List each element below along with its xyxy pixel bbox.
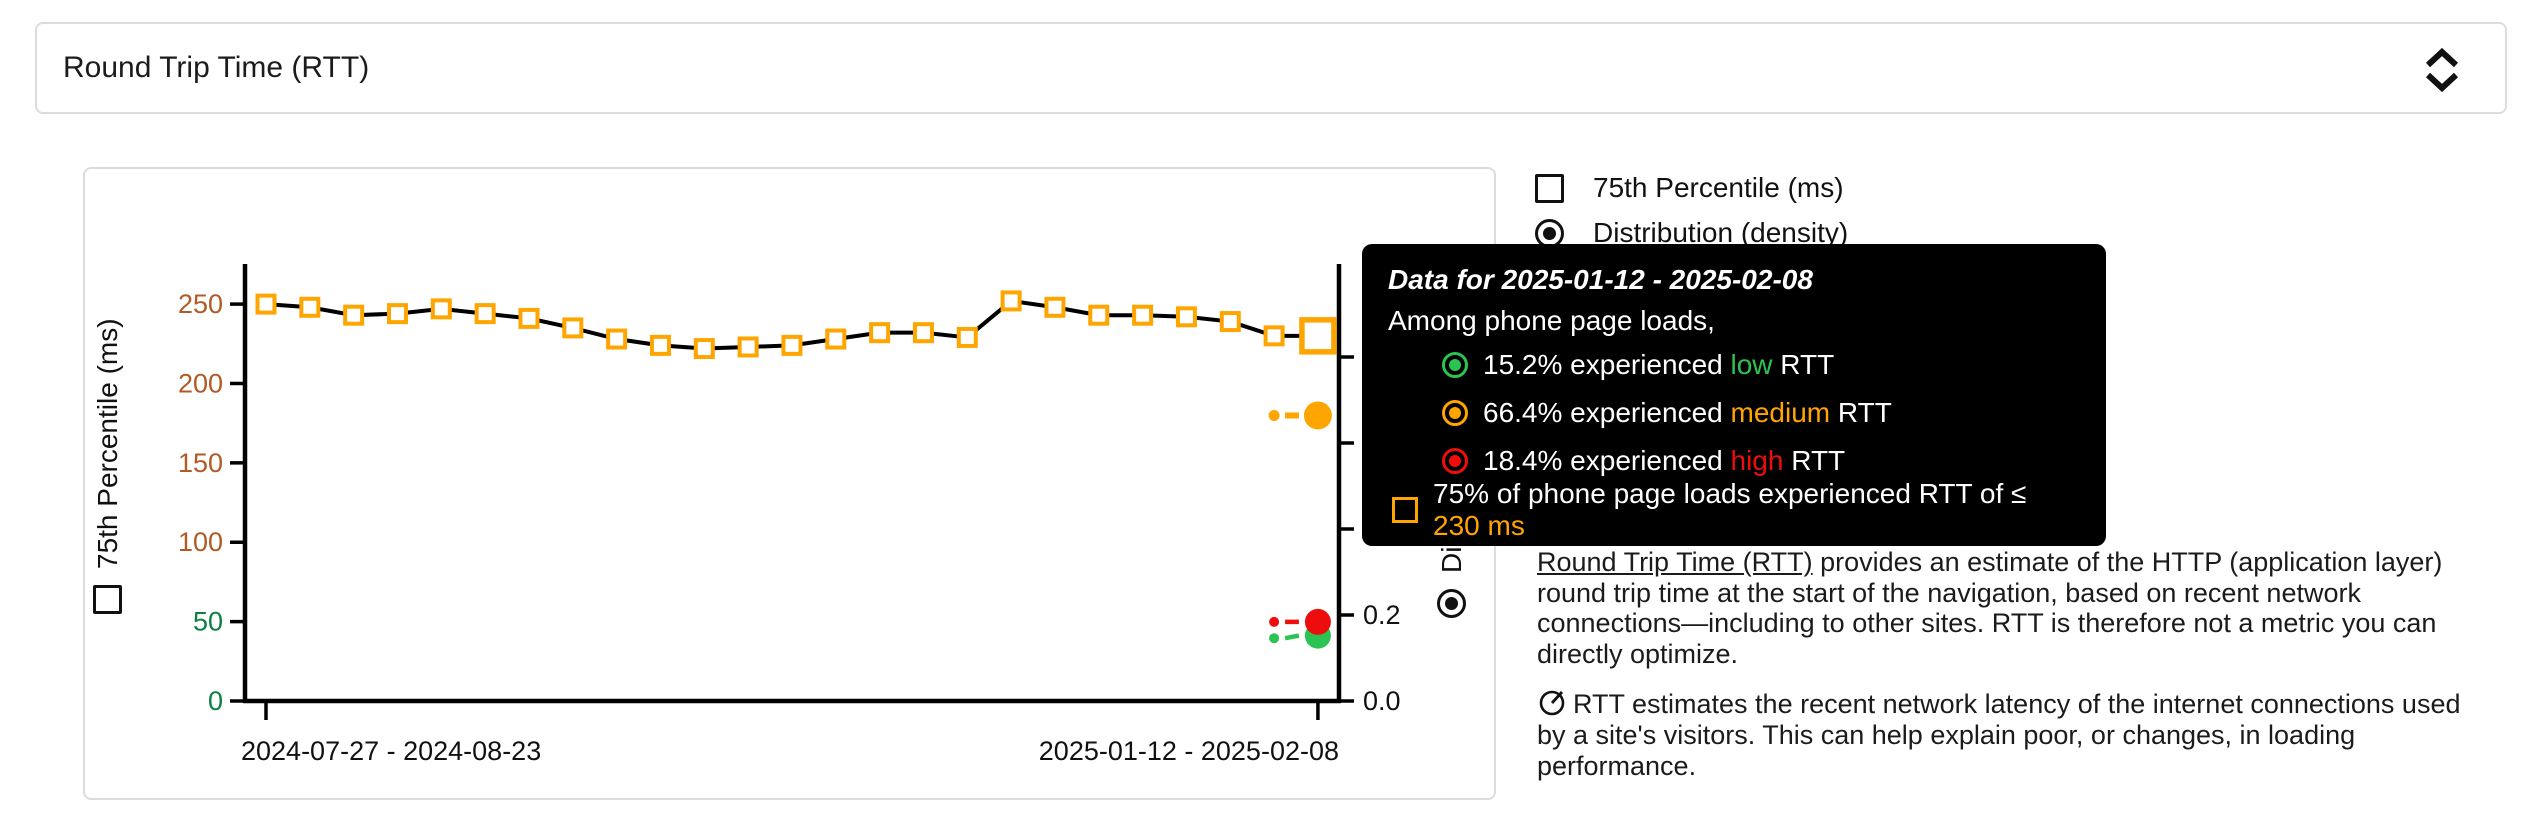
x-tick-label: 2024-07-27 - 2024-08-23 bbox=[241, 736, 541, 766]
data-point-marker[interactable] bbox=[1088, 304, 1110, 326]
y2-tick-label: 0.0 bbox=[1363, 686, 1401, 716]
y-tick-label: 100 bbox=[178, 527, 223, 557]
data-point-marker[interactable] bbox=[343, 304, 365, 326]
data-point-marker[interactable] bbox=[255, 293, 277, 315]
density-dot-high[interactable] bbox=[1304, 608, 1331, 635]
tooltip-title: Data for 2025-01-12 - 2025-02-08 bbox=[1388, 264, 1813, 295]
density-prev-dot-high bbox=[1269, 616, 1280, 627]
data-point-marker[interactable] bbox=[649, 334, 671, 356]
data-point-marker[interactable] bbox=[693, 338, 715, 360]
y-tick-label: 0 bbox=[208, 686, 223, 716]
data-point-marker[interactable] bbox=[956, 326, 978, 348]
metric-selector-value: Round Trip Time (RTT) bbox=[63, 51, 370, 84]
rtt-explanation: RTT estimates the recent network latency… bbox=[1537, 689, 2461, 781]
data-point-marker[interactable] bbox=[299, 296, 321, 318]
metric-description: Round Trip Time (RTT) provides an estima… bbox=[1537, 547, 2463, 799]
data-point-marker[interactable] bbox=[430, 298, 452, 320]
data-point-marker[interactable] bbox=[518, 307, 540, 329]
chart-legend: 75th Percentile (ms) Distribution (densi… bbox=[1535, 172, 1848, 249]
y-tick-label: 200 bbox=[178, 368, 223, 398]
medium-density-icon bbox=[1442, 400, 1468, 426]
y-tick-label: 150 bbox=[178, 448, 223, 478]
data-point-marker[interactable] bbox=[869, 322, 891, 344]
rtt-definition: Round Trip Time (RTT) provides an estima… bbox=[1537, 547, 2443, 669]
y-axis-label-left[interactable]: 75th Percentile (ms) bbox=[92, 318, 124, 614]
tooltip-row-high: 18.4% experienced high RTT bbox=[1442, 437, 2080, 485]
data-point-marker[interactable] bbox=[1132, 304, 1154, 326]
y-tick-label: 50 bbox=[193, 607, 223, 637]
tooltip-row-medium: 66.4% experienced medium RTT bbox=[1442, 389, 2080, 437]
chart-card: 0501001502002500.00.20.40.60.82024-07-27… bbox=[83, 167, 1496, 800]
data-point-marker[interactable] bbox=[1000, 290, 1022, 312]
data-point-marker[interactable] bbox=[737, 336, 759, 358]
checkbox-unchecked-icon[interactable] bbox=[93, 585, 123, 614]
data-point-marker[interactable] bbox=[1219, 311, 1241, 333]
data-point-marker[interactable] bbox=[1044, 296, 1066, 318]
y-tick-label: 250 bbox=[178, 289, 223, 319]
tooltip-row-low: 15.2% experienced low RTT bbox=[1442, 341, 2080, 389]
chart-tooltip: Data for 2025-01-12 - 2025-02-08 Among p… bbox=[1362, 244, 2106, 546]
y2-tick-label: 0.2 bbox=[1363, 600, 1401, 630]
data-point-marker[interactable] bbox=[606, 328, 628, 350]
density-prev-dot-low bbox=[1269, 633, 1280, 644]
checkbox-unchecked-icon[interactable] bbox=[1535, 173, 1564, 203]
rtt-chart: 0501001502002500.00.20.40.60.82024-07-27… bbox=[178, 264, 1401, 766]
data-point-marker[interactable] bbox=[1175, 306, 1197, 328]
high-density-icon bbox=[1442, 448, 1468, 474]
data-point-marker[interactable] bbox=[474, 303, 496, 325]
hovered-data-point[interactable] bbox=[1299, 317, 1337, 355]
density-leader-low bbox=[1284, 633, 1300, 641]
x-tick-label: 2025-01-12 - 2025-02-08 bbox=[1039, 736, 1339, 766]
density-dot-medium[interactable] bbox=[1303, 401, 1332, 430]
data-point-marker[interactable] bbox=[386, 303, 408, 325]
tooltip-row-threshold: 75% of phone page loads experienced RTT … bbox=[1392, 478, 2080, 541]
data-point-marker[interactable] bbox=[562, 317, 584, 339]
data-point-marker[interactable] bbox=[825, 328, 847, 350]
radio-checked-icon[interactable] bbox=[1437, 589, 1467, 618]
data-point-marker[interactable] bbox=[781, 334, 803, 356]
data-point-marker[interactable] bbox=[912, 322, 934, 344]
unfold-more-icon bbox=[2425, 47, 2459, 93]
metric-selector[interactable]: Round Trip Time (RTT) bbox=[35, 22, 2507, 114]
legend-item-75th-percentile[interactable]: 75th Percentile (ms) bbox=[1535, 172, 1848, 204]
percentile-marker-icon bbox=[1392, 497, 1418, 523]
speed-gauge-icon bbox=[1539, 691, 1565, 716]
y-axis-label-text: 75th Percentile (ms) bbox=[92, 318, 123, 569]
legend-item-distribution[interactable]: Distribution (density) bbox=[1535, 217, 1848, 249]
tooltip-subtitle: Among phone page loads, bbox=[1388, 305, 1715, 336]
rtt-link[interactable]: Round Trip Time (RTT) bbox=[1537, 547, 1813, 577]
data-point-marker[interactable] bbox=[1263, 325, 1285, 347]
low-density-icon bbox=[1442, 352, 1468, 378]
density-prev-dot-medium bbox=[1268, 409, 1280, 421]
